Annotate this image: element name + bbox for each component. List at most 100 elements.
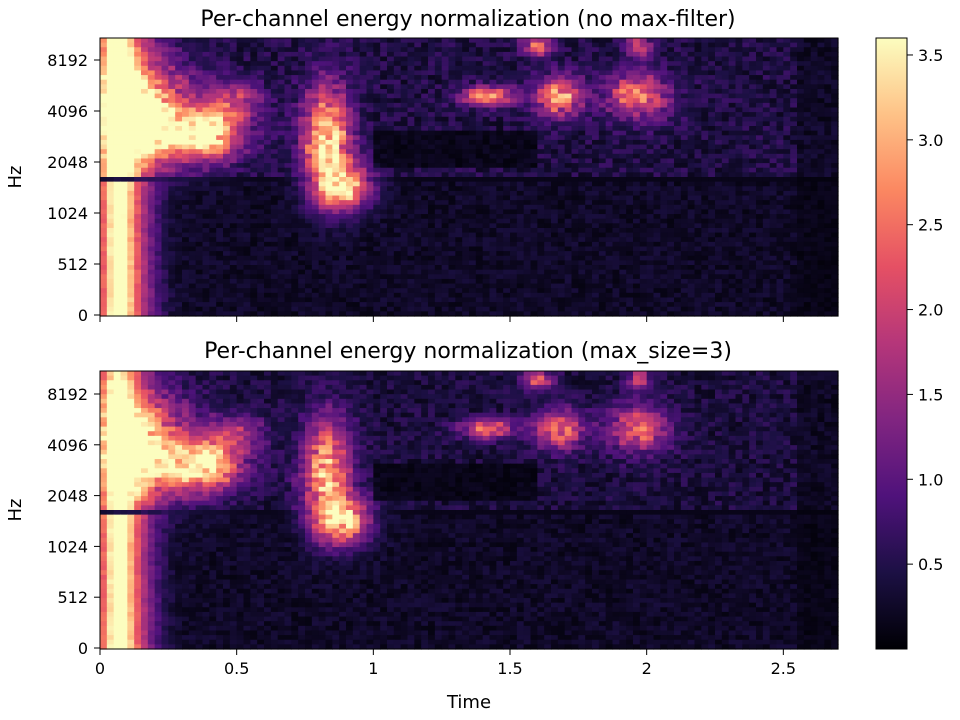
heatmap-cell — [769, 116, 778, 122]
heatmap-cell — [175, 84, 183, 90]
heatmap-cell — [373, 200, 381, 206]
heatmap-cell — [544, 88, 552, 95]
heatmap-cell — [223, 88, 231, 95]
heatmap-cell — [154, 65, 163, 72]
heatmap-cell — [619, 218, 627, 224]
heatmap-cell — [674, 172, 682, 178]
heatmap-cell — [127, 102, 135, 109]
heatmap-cell — [366, 172, 374, 178]
heatmap-cell — [516, 163, 525, 169]
heatmap-cell — [434, 237, 443, 243]
heatmap-cell — [530, 139, 538, 146]
heatmap-cell — [270, 144, 279, 150]
heatmap-cell — [147, 107, 156, 113]
heatmap-cell — [475, 177, 484, 183]
heatmap-cell — [113, 56, 122, 62]
heatmap-cell — [557, 232, 566, 238]
heatmap-cell — [209, 102, 217, 109]
heatmap-cell — [646, 218, 655, 224]
heatmap-cell — [469, 93, 477, 99]
heatmap-cell — [236, 88, 245, 95]
heatmap-cell — [510, 47, 518, 53]
heatmap-cell — [475, 88, 484, 95]
heatmap-cell — [264, 251, 272, 257]
heatmap-cell — [660, 98, 668, 104]
heatmap-cell — [769, 56, 778, 62]
heatmap-cell — [803, 223, 812, 229]
heatmap-cell — [626, 102, 634, 109]
heatmap-cell — [469, 177, 477, 183]
heatmap-cell — [598, 190, 607, 197]
heatmap-cell — [510, 144, 518, 150]
heatmap-cell — [209, 144, 217, 150]
heatmap-cell — [598, 61, 607, 67]
heatmap-cell — [633, 181, 641, 187]
heatmap-cell — [421, 218, 429, 224]
heatmap-cell — [407, 42, 415, 48]
heatmap-cell — [674, 181, 682, 187]
heatmap-cell — [455, 246, 463, 252]
heatmap-cell — [769, 149, 778, 155]
heatmap-cell — [216, 158, 224, 164]
heatmap-cell — [366, 144, 374, 150]
heatmap-cell — [332, 204, 340, 211]
heatmap-cell — [339, 190, 347, 197]
heatmap-cell — [236, 237, 245, 243]
heatmap-cell — [441, 38, 450, 44]
heatmap-cell — [448, 98, 456, 104]
heatmap-cell — [831, 126, 839, 132]
heatmap-cell — [127, 93, 135, 99]
heatmap-cell — [530, 172, 538, 178]
heatmap-cell — [680, 61, 689, 67]
heatmap-cell — [366, 47, 374, 53]
heatmap-cell — [797, 130, 805, 136]
heatmap-cell — [223, 84, 231, 90]
heatmap-cell — [469, 227, 477, 234]
heatmap-cell — [824, 232, 832, 238]
heatmap-cell — [831, 93, 839, 99]
heatmap-cell — [141, 241, 149, 248]
heatmap-cell — [161, 190, 169, 197]
heatmap-cell — [393, 246, 402, 252]
heatmap-cell — [523, 177, 532, 183]
heatmap-cell — [578, 158, 586, 164]
heatmap-cell — [646, 139, 655, 146]
heatmap-cell — [756, 232, 764, 238]
heatmap-cell — [393, 135, 402, 141]
heatmap-cell — [311, 79, 320, 85]
heatmap-cell — [605, 204, 614, 211]
heatmap-cell — [769, 42, 778, 48]
heatmap-cell — [311, 241, 320, 248]
heatmap-cell — [824, 135, 832, 141]
heatmap-cell — [605, 112, 614, 118]
heatmap-cell — [393, 214, 402, 220]
heatmap-cell — [475, 75, 484, 81]
heatmap-cell — [646, 214, 655, 220]
heatmap-cell — [817, 112, 825, 118]
heatmap-cell — [776, 181, 784, 187]
heatmap-cell — [284, 195, 292, 201]
heatmap-cell — [229, 232, 238, 238]
heatmap-cell — [660, 227, 668, 234]
heatmap-cell — [120, 47, 128, 53]
heatmap-cell — [455, 181, 463, 187]
heatmap-cell — [639, 190, 648, 197]
heatmap-cell — [762, 190, 771, 197]
heatmap-cell — [270, 70, 279, 76]
heatmap-cell — [776, 75, 784, 81]
heatmap-cell — [667, 38, 675, 44]
heatmap-cell — [626, 61, 634, 67]
heatmap-cell — [708, 116, 716, 122]
heatmap-cell — [264, 177, 272, 183]
heatmap-cell — [270, 195, 279, 201]
heatmap-cell — [305, 181, 313, 187]
heatmap-cell — [428, 65, 436, 72]
heatmap-cell — [141, 56, 149, 62]
heatmap-cell — [592, 223, 600, 229]
heatmap-cell — [598, 88, 607, 95]
heatmap-cell — [503, 88, 511, 95]
heatmap-cell — [448, 144, 456, 150]
heatmap-cell — [469, 214, 477, 220]
heatmap-cell — [257, 204, 265, 211]
heatmap-cell — [551, 163, 559, 169]
